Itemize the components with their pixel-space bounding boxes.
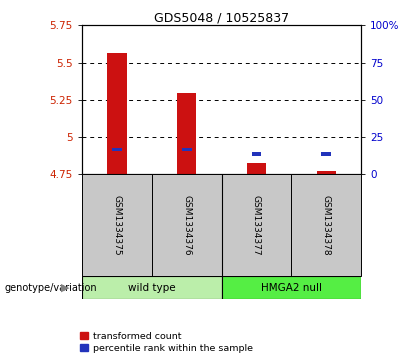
Bar	[82, 276, 222, 299]
Text: ▶: ▶	[61, 283, 69, 293]
Bar	[321, 152, 331, 156]
Bar	[291, 174, 361, 276]
Bar	[177, 93, 197, 174]
Bar	[252, 152, 261, 156]
Text: genotype/variation: genotype/variation	[4, 283, 97, 293]
Text: HMGA2 null: HMGA2 null	[261, 283, 322, 293]
Bar	[222, 276, 361, 299]
Bar	[222, 174, 291, 276]
Bar	[317, 171, 336, 174]
Text: wild type: wild type	[128, 283, 176, 293]
Legend: transformed count, percentile rank within the sample: transformed count, percentile rank withi…	[76, 328, 257, 356]
Text: GSM1334377: GSM1334377	[252, 195, 261, 256]
Bar	[247, 163, 266, 174]
Text: GSM1334376: GSM1334376	[182, 195, 191, 256]
Bar	[82, 174, 152, 276]
Bar	[152, 174, 222, 276]
Text: GSM1334375: GSM1334375	[112, 195, 121, 256]
Bar	[182, 148, 192, 151]
Bar	[112, 148, 122, 151]
Text: GSM1334378: GSM1334378	[322, 195, 331, 256]
Title: GDS5048 / 10525837: GDS5048 / 10525837	[154, 11, 289, 24]
Bar	[107, 53, 126, 174]
